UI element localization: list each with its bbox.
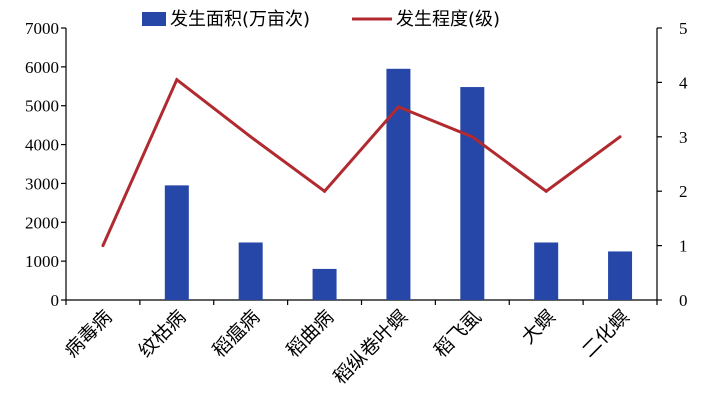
bar-series-area <box>164 68 633 300</box>
bar-3 <box>312 268 337 300</box>
category-label: 二化螟 <box>578 306 634 362</box>
category-label: 稻曲病 <box>282 306 338 362</box>
left-tick-label: 4000 <box>25 136 59 155</box>
degree-point-1 <box>175 78 179 82</box>
bar-4 <box>386 68 411 300</box>
left-tick-label: 1000 <box>25 252 59 271</box>
category-label: 稻瘟病 <box>208 306 264 362</box>
degree-point-0 <box>101 244 105 248</box>
right-tick-label: 4 <box>679 73 688 92</box>
bar-5 <box>460 87 485 300</box>
left-tick-label: 2000 <box>25 213 59 232</box>
left-tick-label: 0 <box>51 291 60 310</box>
line-series-degree <box>101 77 622 248</box>
degree-point-5 <box>470 135 474 139</box>
degree-point-6 <box>544 189 548 193</box>
degree-point-3 <box>323 189 327 193</box>
legend-swatch-area <box>142 12 166 26</box>
legend-label-degree: 发生程度(级) <box>396 9 500 30</box>
right-tick-label: 0 <box>679 291 688 310</box>
right-tick-label: 3 <box>679 128 688 147</box>
left-tick-label: 3000 <box>25 174 59 193</box>
degree-line <box>101 77 621 247</box>
right-tick-label: 5 <box>679 19 688 38</box>
bar-2 <box>238 242 263 300</box>
category-label: 稻纵卷叶螟 <box>329 306 412 389</box>
degree-point-4 <box>396 105 400 109</box>
category-label: 纹枯病 <box>134 306 190 362</box>
bar-7 <box>608 251 633 300</box>
left-tick-label: 5000 <box>25 97 59 116</box>
category-label: 病毒病 <box>61 306 117 362</box>
category-label: 大螟 <box>517 306 559 348</box>
bar-6 <box>534 242 559 300</box>
left-tick-label: 6000 <box>25 58 59 77</box>
degree-point-7 <box>618 135 622 139</box>
legend-label-area: 发生面积(万亩次) <box>170 9 310 30</box>
left-tick-label: 7000 <box>25 19 59 38</box>
legend: 发生面积(万亩次) 发生程度(级) <box>142 9 500 30</box>
right-tick-label: 2 <box>679 182 688 201</box>
left-y-axis: 0 1000 2000 3000 4000 5000 6000 7000 <box>25 19 67 310</box>
category-label: 稻飞虱 <box>430 306 486 362</box>
bar-1 <box>164 185 189 300</box>
right-y-axis: 0 1 2 3 4 5 <box>656 19 688 310</box>
right-tick-label: 1 <box>679 237 688 256</box>
degree-point-2 <box>249 135 253 139</box>
